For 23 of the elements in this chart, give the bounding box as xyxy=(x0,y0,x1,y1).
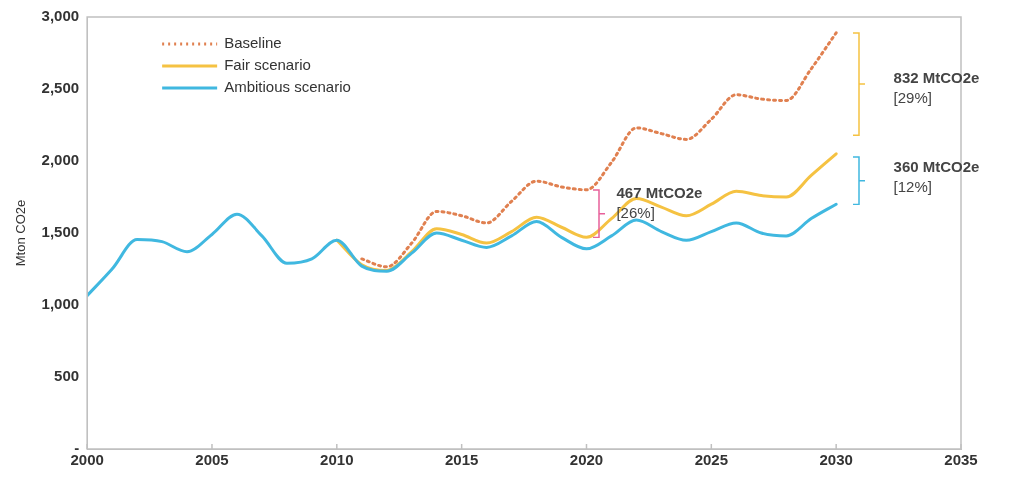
x-tick-label: 2035 xyxy=(944,451,978,469)
x-tick-label: 2005 xyxy=(195,451,229,469)
x-tick-label: 2020 xyxy=(569,451,604,469)
y-axis-title: Mton CO2e xyxy=(13,199,29,267)
y-tick-label: 1,000 xyxy=(41,295,80,313)
x-tick-label: 2025 xyxy=(694,451,729,469)
annotation: 360 MtCO2e [12%] xyxy=(893,158,980,196)
y-tick-label: 2,500 xyxy=(41,79,80,97)
annotation: 832 MtCO2e [29%] xyxy=(893,69,980,107)
x-tick-label: 2000 xyxy=(70,451,104,469)
y-tick-label: 500 xyxy=(54,367,80,385)
y-tick-label: 2,000 xyxy=(41,151,80,169)
x-tick-label: 2010 xyxy=(320,451,354,469)
y-tick-label: 3,000 xyxy=(41,7,80,25)
x-tick-label: 2015 xyxy=(444,451,479,469)
annotation: 467 MtCO2e [26%] xyxy=(616,184,703,222)
line-series xyxy=(360,31,838,269)
y-tick-label: 1,500 xyxy=(41,223,80,241)
legend-label: Ambitious scenario xyxy=(224,78,351,96)
line-series xyxy=(87,202,838,298)
x-tick-label: 2030 xyxy=(819,451,853,469)
legend-label: Fair scenario xyxy=(224,56,311,74)
legend-label: Baseline xyxy=(224,34,282,52)
